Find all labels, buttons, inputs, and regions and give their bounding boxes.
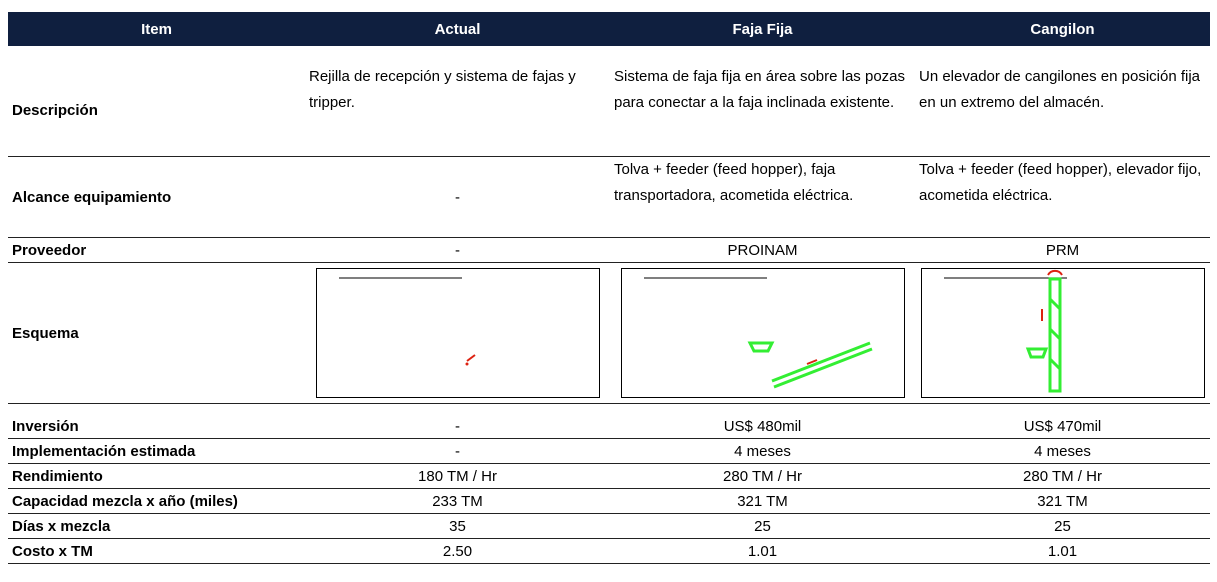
schematic-shape <box>465 354 476 362</box>
table-row: Costo x TM 2.50 1.01 1.01 <box>8 538 1210 564</box>
cell: 25 <box>915 513 1210 539</box>
cell: 280 TM / Hr <box>915 463 1210 489</box>
schematic <box>620 268 905 398</box>
cell: 280 TM / Hr <box>610 463 915 489</box>
cell: 180 TM / Hr <box>305 463 610 489</box>
cell: Un elevador de cangilones en posición fi… <box>915 56 1210 157</box>
cell: US$ 480mil <box>610 414 915 439</box>
table-row: Capacidad mezcla x año (miles) 233 TM 321 … <box>8 488 1210 514</box>
row-label: Días x mezcla <box>8 513 305 539</box>
cell: 321 TM <box>915 488 1210 514</box>
cell: Tolva + feeder (feed hopper), elevador f… <box>915 156 1210 238</box>
table-row: Inversión - US$ 480mil US$ 470mil <box>8 414 1210 439</box>
schematic-shape <box>1048 357 1061 371</box>
spacer-row <box>8 46 1210 56</box>
cell <box>305 262 610 404</box>
cell: - <box>305 438 610 464</box>
schematic-shape <box>772 347 873 389</box>
cell: PROINAM <box>610 237 915 263</box>
table-row: Esquema <box>8 262 1210 404</box>
schematic-shape <box>1025 347 1048 359</box>
table-row: Descripción Rejilla de recepción y sistem… <box>8 56 1210 157</box>
table-row: Implementación estimada -4 meses 4 meses <box>8 438 1210 464</box>
cell: 1.01 <box>915 538 1210 564</box>
schematic-shape <box>806 359 817 365</box>
cell <box>610 262 915 404</box>
table-body: Descripción Rejilla de recepción y sistem… <box>8 46 1210 564</box>
cell: Rejilla de recepción y sistema de fajas … <box>305 56 610 157</box>
row-label: Descripción <box>8 56 305 157</box>
header-cell: Item <box>8 12 305 46</box>
table-row: Días x mezcla 35 25 25 <box>8 513 1210 539</box>
row-label: Capacidad mezcla x año (miles) <box>8 488 305 514</box>
spacer <box>8 404 1210 415</box>
cell: PRM <box>915 237 1210 263</box>
row-label: Inversión <box>8 414 305 439</box>
cell: - <box>305 237 610 263</box>
schematic-shape <box>1046 269 1063 276</box>
row-label: Rendimiento <box>8 463 305 489</box>
row-label: Costo x TM <box>8 538 305 564</box>
cell: 2.50 <box>305 538 610 564</box>
row-label: Esquema <box>8 262 305 404</box>
header-row: Item Actual Faja Fija Cangilon <box>8 12 1210 46</box>
row-label: Proveedor <box>8 237 305 263</box>
schematic-shape <box>465 362 468 366</box>
schematic <box>315 268 600 398</box>
comparison-table: Item Actual Faja Fija Cangilon Descripción R… <box>8 12 1210 564</box>
table-row: Alcance equipamiento - Tolva + feeder (fee… <box>8 156 1210 238</box>
header-cell: Actual <box>305 12 610 46</box>
cell: 35 <box>305 513 610 539</box>
schematic-shape <box>1048 297 1061 311</box>
spacer-row <box>8 404 1210 415</box>
schematic-shape <box>1048 277 1061 393</box>
spacer <box>8 46 1210 56</box>
schematic <box>920 268 1205 398</box>
row-label: Implementación estimada <box>8 438 305 464</box>
table-row: Proveedor - PROINAM PRM <box>8 237 1210 263</box>
cell: 321 TM <box>610 488 915 514</box>
cell: 25 <box>610 513 915 539</box>
row-label: Alcance equipamiento <box>8 156 305 238</box>
cell <box>915 262 1210 404</box>
cell: Sistema de faja fija en área sobre las p… <box>610 56 915 157</box>
schematic-shape <box>1048 327 1061 341</box>
cell: 233 TM <box>305 488 610 514</box>
cell: US$ 470mil <box>915 414 1210 439</box>
header-cell: Cangilon <box>915 12 1210 46</box>
table-row: Rendimiento 180 TM / Hr 280 TM / Hr 280 TM … <box>8 463 1210 489</box>
cell: - <box>305 414 610 439</box>
cell: 1.01 <box>610 538 915 564</box>
cell: Tolva + feeder (feed hopper), faja trans… <box>610 156 915 238</box>
cell: 4 meses <box>610 438 915 464</box>
cell: - <box>305 156 610 238</box>
schematic-shape <box>747 341 774 353</box>
cell: 4 meses <box>915 438 1210 464</box>
schematic-shape <box>770 341 871 383</box>
header-cell: Faja Fija <box>610 12 915 46</box>
